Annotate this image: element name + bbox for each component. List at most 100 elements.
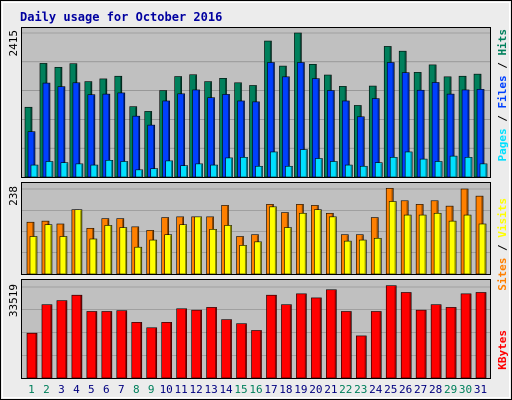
pages-bar-14-body — [225, 157, 233, 178]
kbytes-bar-18-shade — [289, 305, 292, 378]
visits-bar-4 — [74, 209, 83, 275]
pages-bar-6-shade — [111, 160, 113, 177]
visits-bar-28-shade — [439, 213, 441, 274]
pages-bar-25-body — [389, 157, 398, 178]
pages-bar-31-shade — [485, 164, 487, 177]
bars — [24, 32, 488, 379]
kbytes-bar-27-shade — [424, 310, 426, 378]
pages-bar-25 — [389, 157, 398, 178]
day-label-10: 10 — [160, 383, 173, 396]
day-label-17: 17 — [264, 383, 277, 396]
visits-bar-19-shade — [304, 213, 307, 274]
visits-bar-3-shade — [65, 237, 67, 274]
day-label-9: 9 — [148, 383, 155, 396]
pages-bar-28-body — [434, 161, 443, 178]
pages-bar-5-body — [90, 164, 99, 178]
visits-bar-11 — [179, 224, 187, 275]
pages-bar-8-body — [135, 169, 144, 178]
pages-bar-23-body — [359, 165, 368, 178]
kbytes-bar-6-shade — [110, 312, 112, 378]
day-label-3: 3 — [58, 383, 65, 396]
day-label-22: 22 — [339, 383, 352, 396]
visits-bar-9 — [149, 239, 158, 275]
visits-bar-23 — [358, 239, 367, 275]
pages-bar-17-body — [270, 151, 278, 178]
kbytes-bar-29 — [445, 307, 457, 379]
kbytes-bar-30 — [460, 293, 472, 379]
visits-bar-5 — [89, 238, 98, 275]
visits-bar-2 — [44, 224, 53, 275]
day-label-12: 12 — [190, 383, 203, 396]
kbytes-bar-19-shade — [304, 294, 307, 378]
visits-bar-26-body — [403, 214, 412, 275]
day-label-28: 28 — [429, 383, 442, 396]
visits-bar-2-shade — [50, 225, 52, 274]
pages-bar-19 — [300, 149, 308, 178]
pages-bar-2-shade — [51, 162, 53, 177]
right-legend-2: KBytes — [496, 330, 509, 370]
pages-bar-16 — [255, 165, 263, 178]
pages-bar-9 — [150, 168, 159, 178]
kbytes-bar-22-shade — [349, 312, 351, 378]
kbytes-bar-16 — [251, 330, 262, 379]
pages-bar-1 — [30, 164, 39, 178]
kbytes-bar-17 — [266, 294, 277, 379]
kbytes-bar-23-body — [355, 335, 367, 379]
pages-bar-2 — [45, 161, 54, 178]
pages-bar-1-body — [30, 164, 39, 178]
pages-bar-2-body — [45, 161, 54, 178]
pages-bar-14 — [225, 157, 233, 178]
visits-bar-15 — [239, 245, 247, 275]
files-bar-30-shade — [467, 90, 469, 177]
visits-bar-11-body — [179, 224, 187, 275]
day-label-15: 15 — [234, 383, 247, 396]
pages-bar-24-body — [374, 162, 383, 178]
pages-bar-5-shade — [96, 165, 98, 177]
kbytes-bar-31-shade — [484, 293, 486, 378]
pages-bar-18-body — [285, 165, 293, 178]
kbytes-bar-26 — [400, 292, 412, 379]
pages-bar-11 — [180, 165, 188, 178]
ymax-label-2: 33519 — [7, 284, 20, 317]
kbytes-bar-16-shade — [259, 331, 262, 378]
legend-separator: / — [496, 109, 509, 129]
kbytes-bar-12 — [191, 309, 202, 379]
kbytes-bar-22 — [341, 311, 352, 379]
pages-bar-29-shade — [455, 156, 457, 177]
kbytes-bar-28 — [430, 304, 442, 379]
day-label-19: 19 — [294, 383, 307, 396]
kbytes-bar-7-body — [116, 310, 128, 379]
legend-sites: Sites — [496, 258, 509, 291]
kbytes-bar-23-shade — [364, 336, 366, 378]
kbytes-bar-18-body — [281, 304, 292, 379]
kbytes-bar-26-shade — [409, 293, 411, 378]
kbytes-bar-8 — [131, 322, 143, 379]
kbytes-bar-28-body — [430, 304, 442, 379]
kbytes-bar-1-shade — [35, 333, 37, 378]
kbytes-bar-11-body — [176, 308, 187, 379]
pages-bar-3 — [60, 162, 69, 178]
visits-bar-7 — [119, 227, 128, 275]
visits-bar-8-body — [134, 246, 143, 275]
visits-bar-27-body — [418, 214, 427, 275]
files-bar-28-shade — [437, 83, 439, 177]
kbytes-bar-28-shade — [439, 305, 441, 378]
pages-bar-3-shade — [66, 163, 68, 177]
visits-bar-3 — [59, 236, 68, 275]
files-bar-19-shade — [302, 63, 305, 177]
day-label-18: 18 — [279, 383, 292, 396]
kbytes-bar-12-shade — [200, 310, 202, 378]
visits-bar-29-body — [448, 220, 457, 275]
visits-bar-4-body — [74, 209, 83, 275]
ymax-label-0: 2415 — [7, 30, 20, 57]
visits-bar-4-shade — [80, 210, 82, 274]
pages-bar-17 — [270, 151, 278, 178]
pages-bar-19-shade — [305, 150, 308, 177]
pages-bar-27-body — [419, 158, 428, 178]
kbytes-bar-31-body — [475, 292, 487, 379]
day-label-21: 21 — [324, 383, 337, 396]
visits-bar-22-shade — [349, 241, 351, 274]
kbytes-bar-11-shade — [185, 309, 187, 378]
kbytes-bar-5-body — [86, 311, 98, 379]
